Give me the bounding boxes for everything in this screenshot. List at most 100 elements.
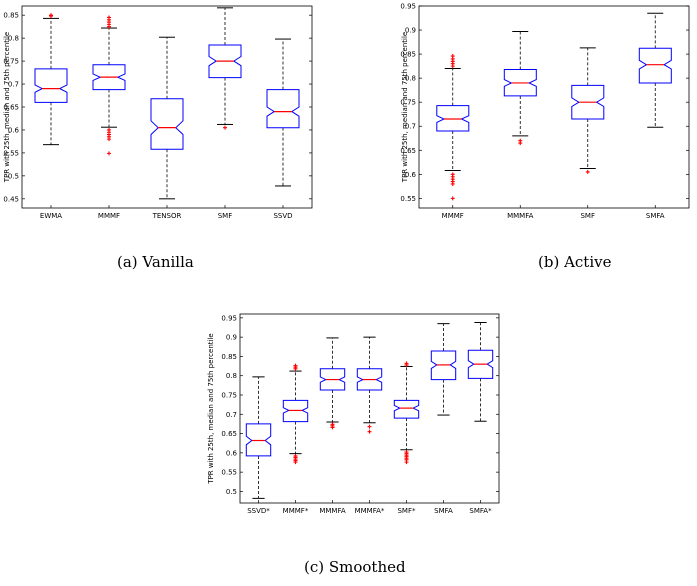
caption-vanilla: (a) Vanilla [117,253,194,271]
y-axis-label: TPR with 25th, median and 75th percentil… [3,32,11,183]
y-tick-label: 0.75 [3,58,19,66]
box-mmmf: MMMF [92,15,126,220]
x-tick-label: SMF [580,212,595,220]
chart-panel-smoothed: 0.5 0.55 0.6 0.65 0.7 0.75 0.8 0.85 0.9 0.95 TPR w… [195,300,505,550]
x-tick-label: MMMF [98,212,120,220]
y-tick-label: 0.8 [8,35,19,43]
y-tick-label: 0.55 [3,149,19,157]
y-tick-label: 0.9 [226,334,237,342]
x-tick-label: MMMFA* [355,507,385,515]
x-tick-label: MMMFA [507,212,534,220]
y-tick-label: 0.95 [221,314,237,322]
outlier-point [518,141,523,146]
box-smfa: SMFA [638,12,672,220]
outlier-point [404,460,409,465]
box-body [150,98,184,150]
x-tick-label: SSVD* [247,507,270,515]
outlier-point [450,196,455,201]
y-tick-label: 0.9 [405,27,416,35]
y-tick-label: 0.75 [400,99,416,107]
box-body [245,423,272,457]
box-smf: SMF [571,47,605,220]
box-smfa-star: SMFA* [467,321,494,515]
y-tick-label: 0.8 [405,75,416,83]
y-tick-label: 0.45 [3,195,19,203]
box-body [92,64,126,91]
y-tick-label: 0.75 [221,392,237,400]
outlier-point [293,363,298,368]
outlier-point [107,151,111,156]
chart-panel-vanilla: 0.45 0.5 0.55 0.6 0.65 0.7 0.75 0.8 0.85 TPR with… [0,0,350,258]
x-tick-label: SMFA [434,507,453,515]
y-tick-label: 0.65 [400,147,416,155]
plot-frame [418,5,690,209]
box-body [319,368,346,391]
box-body [571,84,605,120]
outlier-point [107,137,111,142]
outlier-point [367,424,372,429]
y-tick-label: 0.5 [8,172,19,180]
x-tick-label: SMF [218,212,233,220]
box-body [436,105,470,132]
y-tick-label: 0.55 [221,469,237,477]
y-tick-label: 0.6 [226,449,238,457]
y-tick-label: 0.85 [3,12,19,20]
x-tick-label: MMMFA [319,507,346,515]
box-mmmfa: MMMFA [503,30,537,220]
x-tick-label: SSVD [273,212,292,220]
outlier-point [585,169,590,174]
x-tick-label: MMMF* [283,507,309,515]
box-body [266,89,300,129]
boxplot-active: 0.55 0.6 0.65 0.7 0.75 0.8 0.85 0.9 0.95 TPR with… [400,3,690,220]
box-body [356,368,383,391]
box-mmmf: MMMF [436,54,470,220]
y-tick-label: 0.7 [226,411,237,419]
caption-smoothed: (c) Smoothed [304,558,406,576]
y-tick-label: 0.65 [221,430,237,438]
box-smf: SMF [208,7,242,220]
box-body [430,350,457,381]
outlier-point [450,181,455,186]
box-smfa: SMFA [430,323,457,515]
x-tick-label: TENSOR [152,212,182,220]
box-body [34,68,68,103]
y-tick-label: 0.85 [221,353,237,361]
box-ewma: EWMA [34,13,68,220]
box-tensor: TENSOR [150,36,184,220]
x-tick-label: SMF* [397,507,416,515]
outlier-point [404,361,409,366]
y-tick-label: 0.7 [8,81,19,89]
y-tick-label: 0.55 [400,195,416,203]
x-tick-label: EWMA [40,212,62,220]
outlier-point [367,429,372,434]
box-body [282,399,309,423]
y-tick-label: 0.65 [3,104,19,112]
box-body [393,399,420,419]
y-tick-label: 0.85 [400,51,416,59]
outlier-point [49,13,53,18]
x-tick-label: MMMF [442,212,464,220]
box-mmmfa-star: MMMFA* [355,336,385,515]
box-body [638,47,672,84]
y-tick-label: 0.95 [400,3,416,11]
box-ssvd: SSVD [266,38,300,220]
y-tick-label: 0.6 [8,126,20,134]
y-tick-label: 0.8 [226,372,237,380]
outlier-point [293,460,298,465]
box-mmmf-star: MMMF* [282,363,309,515]
outlier-point [223,125,227,130]
outlier-point [107,15,111,20]
y-axis-label: TPR with 25th, median and 75th percentil… [401,32,409,183]
y-axis-label: TPR with 25th, median and 75th percentil… [207,333,215,484]
y-tick-label: 0.5 [226,488,237,496]
chart-panel-active: 0.55 0.6 0.65 0.7 0.75 0.8 0.85 0.9 0.95 TPR with… [350,0,697,258]
box-body [467,349,494,379]
y-tick-label: 0.7 [405,123,416,131]
box-mmmfa: MMMFA [319,337,346,515]
boxplot-smoothed: 0.5 0.55 0.6 0.65 0.7 0.75 0.8 0.85 0.9 0.95 TPR w… [207,313,500,515]
boxplot-vanilla: 0.45 0.5 0.55 0.6 0.65 0.7 0.75 0.8 0.85 TPR with… [3,5,313,220]
box-smf-star: SMF* [393,361,420,515]
box-body [208,44,242,79]
x-tick-label: SMFA* [469,507,492,515]
box-body [503,69,537,97]
